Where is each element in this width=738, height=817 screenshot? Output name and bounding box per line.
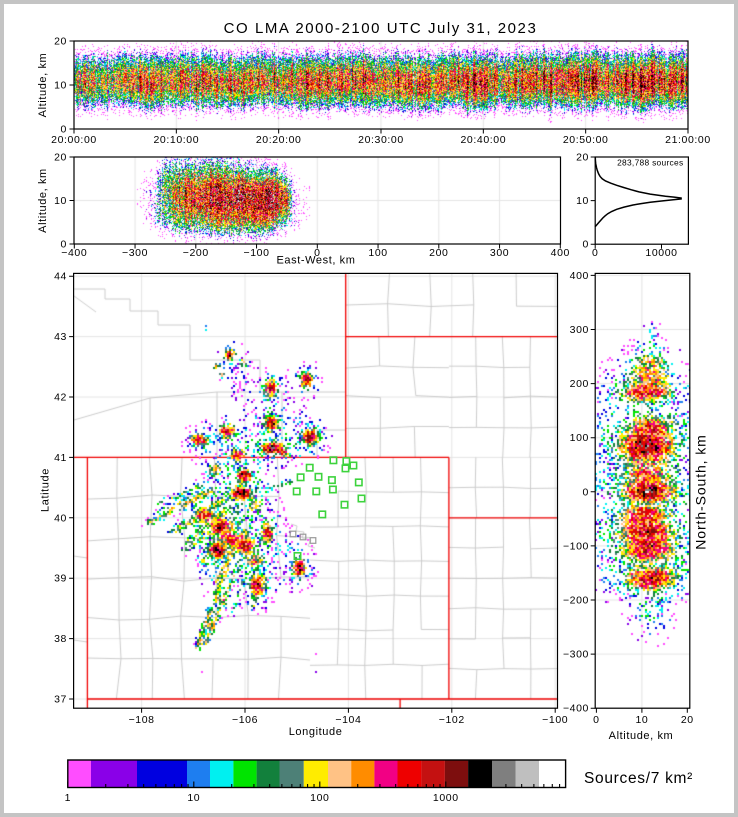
svg-text:38: 38 [54, 633, 67, 645]
svg-text:0: 0 [583, 239, 589, 251]
svg-text:10: 10 [54, 195, 67, 207]
svg-text:20: 20 [681, 714, 694, 726]
svg-text:10: 10 [54, 80, 67, 92]
svg-text:300: 300 [490, 247, 509, 259]
svg-text:20:10:00: 20:10:00 [153, 134, 199, 146]
svg-text:20:30:00: 20:30:00 [358, 134, 404, 146]
svg-text:100: 100 [310, 792, 329, 804]
svg-text:43: 43 [54, 331, 67, 343]
svg-text:10000: 10000 [645, 247, 677, 259]
svg-text:400: 400 [570, 270, 589, 282]
svg-text:−400: −400 [61, 247, 87, 259]
svg-text:−300: −300 [122, 247, 148, 259]
svg-text:−104: −104 [335, 714, 361, 726]
svg-text:−100: −100 [563, 540, 589, 552]
svg-text:20:20:00: 20:20:00 [256, 134, 302, 146]
svg-text:East-West, km: East-West, km [276, 255, 355, 267]
svg-text:10: 10 [576, 195, 589, 207]
svg-text:100: 100 [368, 247, 387, 259]
svg-text:20:00:00: 20:00:00 [51, 134, 97, 146]
svg-text:1: 1 [65, 792, 71, 804]
svg-text:400: 400 [551, 247, 570, 259]
svg-text:200: 200 [570, 378, 589, 390]
svg-text:200: 200 [429, 247, 448, 259]
svg-text:Sources/7 km²: Sources/7 km² [584, 770, 693, 787]
svg-text:Latitude: Latitude [40, 468, 52, 512]
svg-text:Altitude, km: Altitude, km [609, 730, 674, 742]
svg-text:−100: −100 [542, 714, 568, 726]
svg-text:39: 39 [54, 573, 67, 585]
svg-text:10: 10 [635, 714, 648, 726]
svg-text:0: 0 [61, 124, 67, 136]
svg-text:20:40:00: 20:40:00 [460, 134, 506, 146]
svg-text:1000: 1000 [433, 792, 459, 804]
svg-text:−300: −300 [563, 649, 589, 661]
svg-text:20: 20 [54, 152, 67, 164]
svg-text:−100: −100 [244, 247, 270, 259]
svg-text:−200: −200 [183, 247, 209, 259]
svg-text:42: 42 [54, 392, 67, 404]
svg-text:20:50:00: 20:50:00 [563, 134, 609, 146]
svg-text:0: 0 [592, 247, 598, 259]
svg-text:−102: −102 [439, 714, 465, 726]
svg-text:Altitude, km: Altitude, km [37, 168, 49, 233]
svg-text:20: 20 [54, 36, 67, 48]
svg-text:0: 0 [61, 239, 67, 251]
svg-text:0: 0 [314, 247, 320, 259]
svg-text:−108: −108 [129, 714, 155, 726]
svg-text:10: 10 [187, 792, 200, 804]
svg-text:44: 44 [54, 271, 67, 283]
svg-text:CO LMA 2000-2100 UTC July 31,: CO LMA 2000-2100 UTC July 31, 2023 [224, 20, 538, 37]
svg-text:0: 0 [593, 714, 599, 726]
svg-text:100: 100 [570, 432, 589, 444]
svg-text:37: 37 [54, 694, 67, 706]
svg-text:41: 41 [54, 452, 67, 464]
svg-text:20: 20 [576, 152, 589, 164]
svg-text:−400: −400 [563, 703, 589, 715]
svg-text:North-South, km: North-South, km [693, 434, 709, 549]
svg-text:−200: −200 [563, 595, 589, 607]
svg-text:Altitude, km: Altitude, km [37, 53, 49, 118]
svg-text:21:00:00: 21:00:00 [665, 134, 711, 146]
svg-text:40: 40 [54, 512, 67, 524]
svg-text:283,788 sources: 283,788 sources [617, 158, 683, 168]
svg-text:0: 0 [583, 486, 589, 498]
svg-text:Longitude: Longitude [289, 726, 343, 738]
svg-text:300: 300 [570, 324, 589, 336]
svg-text:−106: −106 [232, 714, 258, 726]
